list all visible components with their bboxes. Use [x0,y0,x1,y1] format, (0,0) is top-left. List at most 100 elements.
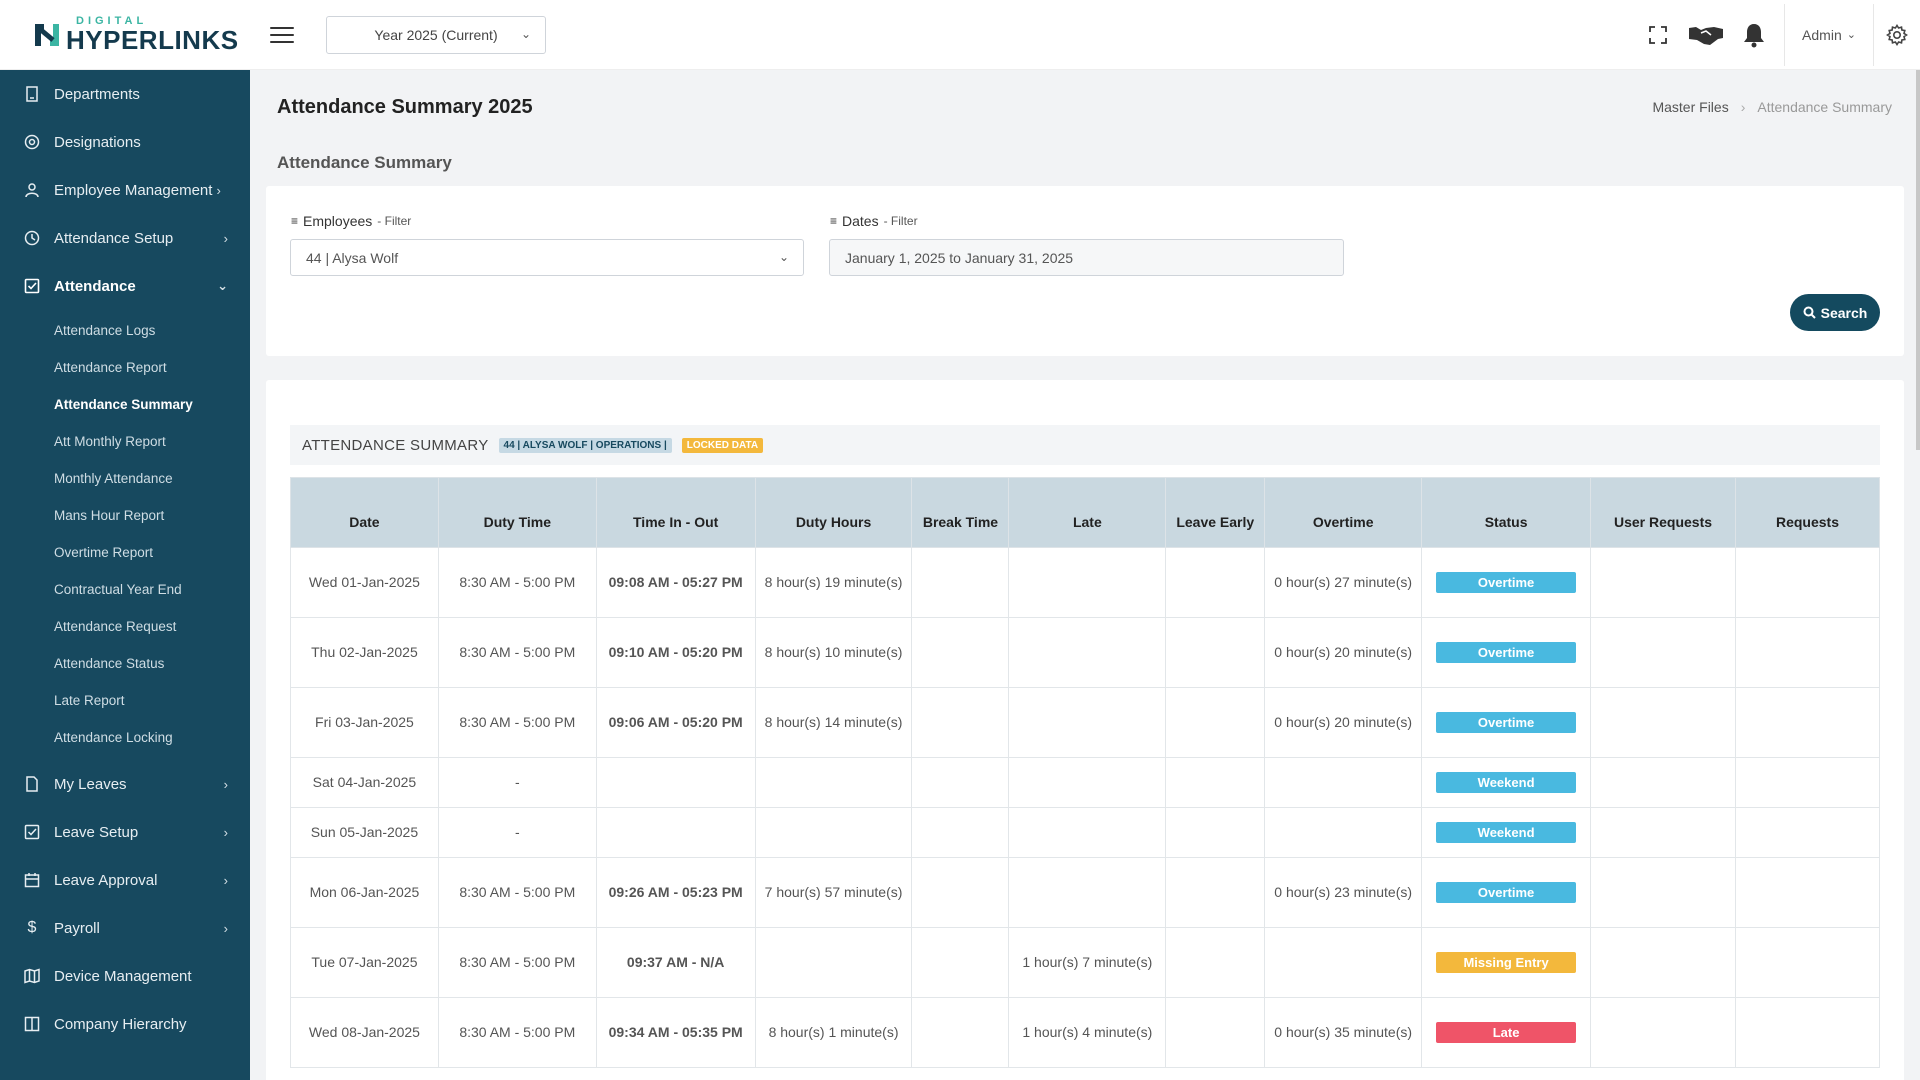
cell-duty-time: - [437,757,597,808]
sidebar-item-designations[interactable]: Designations [0,118,250,166]
cell-duty-time: 8:30 AM - 5:00 PM [437,617,597,688]
admin-menu[interactable]: Admin ⌄ [1784,3,1874,66]
sidebar-item-device-management[interactable]: Device Management [0,952,250,1000]
column-header-time-in-out[interactable]: Time In - Out [595,477,756,548]
cell-requests [1734,617,1881,688]
submenu-mans-hour-report[interactable]: Mans Hour Report [54,508,165,523]
target-icon [24,134,40,150]
chevron-down-icon: ⌄ [1846,29,1856,41]
cell-late: 1 hour(s) 7 minute(s) [1008,927,1167,998]
menu-toggle-icon[interactable] [270,26,294,43]
cell-overtime [1264,757,1423,808]
fullscreen-icon[interactable] [1634,11,1682,59]
chevron-right-icon: › [223,776,228,792]
submenu-contractual-year-end[interactable]: Contractual Year End [54,582,182,597]
breadcrumb-master-files[interactable]: Master Files [1652,99,1729,115]
cell-user-requests [1590,997,1736,1068]
submenu-monthly-attendance[interactable]: Monthly Attendance [54,471,173,486]
cell-status: Missing Entry [1421,927,1592,998]
search-button[interactable]: Search [1790,294,1880,331]
locked-data-badge: LOCKED DATA [681,437,764,453]
sidebar-item-attendance-setup[interactable]: Attendance Setup › [0,214,250,262]
status-badge: Overtime [1436,642,1577,663]
cell-leave-early [1165,807,1266,858]
employees-select[interactable]: 44 | Alysa Wolf ⌄ [290,239,804,276]
cell-requests [1734,927,1881,998]
cell-user-requests [1590,807,1736,858]
user-icon [24,182,40,198]
cell-duty-hours [754,757,913,808]
cell-late [1008,807,1167,858]
column-header-requests[interactable]: Requests [1734,477,1881,548]
cell-overtime [1264,807,1423,858]
sidebar-item-payroll[interactable]: $ Payroll › [0,904,250,952]
column-header-leave-early[interactable]: Leave Early [1165,477,1266,548]
sidebar-item-attendance[interactable]: Attendance ⌄ [0,262,250,310]
column-header-overtime[interactable]: Overtime [1264,477,1423,548]
status-badge: Overtime [1436,882,1577,903]
sidebar-item-employee-management[interactable]: Employee Management › [0,166,250,214]
employees-label-suffix: - Filter [377,214,412,228]
page-scrollbar[interactable] [1916,70,1920,450]
sidebar-item-leave-setup[interactable]: Leave Setup › [0,808,250,856]
submenu-att-monthly-report[interactable]: Att Monthly Report [54,434,166,449]
sidebar-item-label: Leave Setup [54,823,139,841]
sidebar-item-my-leaves[interactable]: My Leaves › [0,760,250,808]
cell-break-time [911,617,1010,688]
table-row: Sun 05-Jan-2025 - Weekend [290,807,1881,858]
handshake-icon[interactable] [1682,11,1730,59]
brand-logo[interactable]: DIGITAL HYPERLINKS [0,0,250,70]
cell-late [1008,687,1167,758]
status-badge: Overtime [1436,572,1577,593]
cell-time-in-out: 09:06 AM - 05:20 PM [595,687,756,758]
status-badge: Weekend [1436,822,1577,843]
submenu-attendance-request[interactable]: Attendance Request [54,619,177,634]
table-header-row: Date Duty Time Time In - Out Duty Hours … [290,477,1881,548]
submenu-attendance-locking[interactable]: Attendance Locking [54,730,173,745]
submenu-late-report[interactable]: Late Report [54,693,125,708]
cell-status: Overtime [1421,857,1592,928]
filter-icon: ≡ [830,214,838,228]
column-header-duty-hours[interactable]: Duty Hours [754,477,913,548]
settings-gear-icon[interactable] [1874,11,1920,59]
cell-overtime: 0 hour(s) 23 minute(s) [1264,857,1423,928]
file-icon [24,776,40,792]
submenu-attendance-report[interactable]: Attendance Report [54,360,167,375]
submenu-attendance-summary[interactable]: Attendance Summary [54,397,193,412]
cell-date: Thu 02-Jan-2025 [290,617,439,688]
dates-label-suffix: - Filter [883,214,918,228]
table-row: Sat 04-Jan-2025 - Weekend [290,757,1881,808]
search-button-label: Search [1820,304,1868,321]
filter-icon: ≡ [291,214,299,228]
column-header-break-time[interactable]: Break Time [911,477,1010,548]
sidebar-item-label: Payroll [54,919,100,937]
submenu-attendance-logs[interactable]: Attendance Logs [54,323,156,338]
employees-select-value: 44 | Alysa Wolf [306,249,399,266]
cell-time-in-out: 09:37 AM - N/A [595,927,756,998]
sidebar-item-departments[interactable]: Departments [0,70,250,118]
chevron-right-icon: › [223,872,228,888]
cell-late [1008,857,1167,928]
summary-header: ATTENDANCE SUMMARY 44 | ALYSA WOLF | OPE… [290,425,1880,465]
notifications-bell-icon[interactable] [1730,11,1778,59]
cell-status: Overtime [1421,547,1592,618]
column-header-late[interactable]: Late [1008,477,1167,548]
submenu-attendance-status[interactable]: Attendance Status [54,656,165,671]
column-header-duty-time[interactable]: Duty Time [437,477,597,548]
sidebar-item-label: Leave Approval [54,871,158,889]
dates-range-value: January 1, 2025 to January 31, 2025 [845,249,1074,266]
cell-duty-hours: 7 hour(s) 57 minute(s) [754,857,913,928]
sidebar-item-company-hierarchy[interactable]: Company Hierarchy [0,1000,250,1048]
column-header-status[interactable]: Status [1421,477,1592,548]
submenu-overtime-report[interactable]: Overtime Report [54,545,154,560]
cell-date: Mon 06-Jan-2025 [290,857,439,928]
sidebar-item-leave-approval[interactable]: Leave Approval › [0,856,250,904]
column-header-user-requests[interactable]: User Requests [1590,477,1736,548]
cell-late [1008,617,1167,688]
year-select[interactable]: Year 2025 (Current) ⌄ [326,15,546,54]
cell-time-in-out: 09:34 AM - 05:35 PM [595,997,756,1068]
attendance-table: Date Duty Time Time In - Out Duty Hours … [290,477,1881,1068]
dates-range-input[interactable]: January 1, 2025 to January 31, 2025 [829,239,1344,276]
cell-status: Overtime [1421,687,1592,758]
column-header-date[interactable]: Date [290,477,439,548]
